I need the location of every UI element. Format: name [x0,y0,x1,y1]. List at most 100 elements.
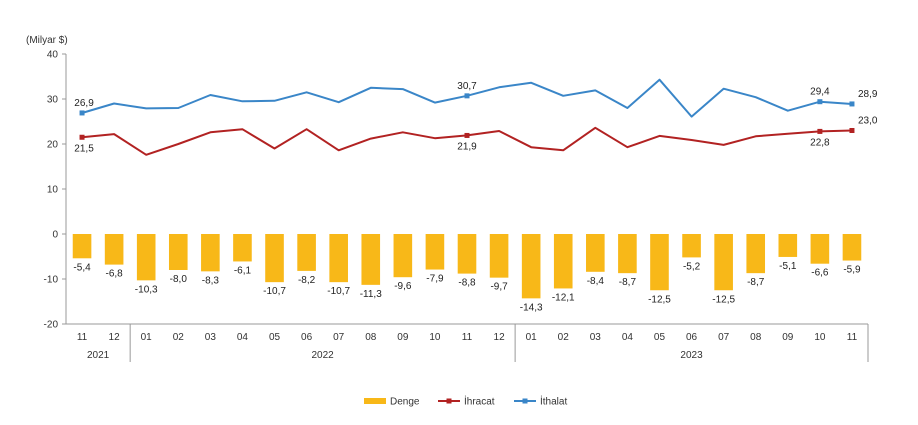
point-label-ihracat: 21,9 [457,141,477,152]
month-tick-label: 02 [558,332,570,343]
month-tick-label: 09 [397,332,409,343]
bar-denge [457,234,477,274]
bar-denge [233,234,252,262]
y-tick-label: 10 [47,185,59,196]
month-tick-label: 12 [494,332,506,343]
month-tick-label: 10 [814,332,826,343]
bar-data-label: -8,2 [298,275,316,286]
bar-data-label: -12,1 [552,292,575,303]
bar-data-label: -9,6 [394,281,412,292]
point-marker-ithalat [79,110,85,116]
bar-denge [521,234,541,299]
bar-denge [104,234,124,265]
month-tick-label: 01 [141,332,153,343]
month-tick-label: 04 [237,332,249,343]
bar-data-label: -5,4 [73,262,91,273]
month-tick-label: 09 [782,332,794,343]
point-label-ithalat: 30,7 [457,81,477,92]
bar-data-label: -10,7 [327,286,350,297]
bar-data-label: -11,3 [360,289,382,300]
legend-label: İhracat [464,395,495,408]
bar-data-label: -7,9 [426,274,444,285]
bar-data-label: -6,1 [234,265,252,276]
bar-denge [746,234,766,274]
bar-denge [778,234,798,257]
bar-data-label: -8,7 [747,277,765,288]
bar-data-label: -5,9 [843,265,861,276]
point-label-ithalat: 29,4 [810,87,830,98]
bar-data-label: -6,6 [811,268,829,279]
legend-label: İthalat [540,395,567,408]
point-label-ihracat: 23,0 [858,116,878,127]
year-label: 2023 [680,350,703,361]
legend-swatch-marker [446,398,452,404]
bar-denge [361,234,381,285]
bar-data-label: -8,8 [458,278,476,289]
y-tick-label: -20 [44,320,59,331]
legend: Denge İhracat İthalat [364,395,567,408]
year-label: 2022 [312,350,335,361]
bar-data-label: -5,1 [779,261,797,272]
month-tick-label: 05 [654,332,666,343]
y-tick-label: 0 [52,230,58,241]
bar-denge [265,234,284,283]
bar-data-label: -8,3 [202,275,220,286]
month-tick-label: 07 [333,332,345,343]
bar-denge [136,234,156,281]
year-label: 2021 [87,350,110,361]
point-marker-ithalat [849,101,855,107]
bar-denge [842,234,862,261]
bar-data-label: -8,7 [619,277,637,288]
legend-swatch-denge [364,398,386,404]
y-tick-label: 20 [47,140,59,151]
month-tick-label: 04 [622,332,634,343]
axes: -20 -10 0 10 20 30 40 [44,50,67,331]
bar-denge [682,234,701,258]
y-tick-label: 40 [47,50,59,61]
point-label-ihracat: 21,5 [74,143,94,154]
month-tick-label: 05 [269,332,281,343]
line-series [79,78,855,156]
bar-denge [425,234,445,270]
month-tick-label: 01 [526,332,538,343]
month-tick-label: 11 [462,332,473,343]
bar-data-label: -9,7 [490,282,508,293]
bar-data-label: -10,3 [135,284,158,295]
bar-denge [618,234,637,274]
month-tick-label: 03 [205,332,217,343]
point-label-ithalat: 28,9 [858,89,878,100]
bar-denge [329,234,348,283]
data-labels: -5,4-6,8-10,3-8,0 -8,3-6,1-10,7-8,2-10,7-… [73,81,877,314]
x-axis: 11 12 01 02 03 04 05 06 07 08 09 10 11 12 01 02 03 04 05 06… [66,323,869,362]
bar-data-label: -6,8 [106,269,124,280]
bar-denge [72,234,92,259]
month-tick-label: 08 [750,332,762,343]
bar-data-label: -14,3 [520,302,543,313]
legend-swatch-marker [522,398,528,404]
point-marker-ihracat [79,134,85,140]
month-tick-label: 06 [301,332,313,343]
bar-denge [489,234,509,278]
y-tick-label: 30 [47,95,59,106]
month-tick-label: 02 [173,332,185,343]
y-tick-label: -10 [44,275,59,286]
point-marker-ithalat [464,93,470,99]
month-tick-label: 11 [847,332,858,343]
bar-data-label: -10,7 [263,286,286,297]
bar-denge [714,234,733,291]
bar-denge [297,234,316,271]
point-marker-ihracat [817,128,823,134]
point-marker-ihracat [464,132,470,138]
month-tick-label: 11 [77,332,88,343]
unit-label: (Milyar $) [26,35,68,46]
legend-label: Denge [390,397,420,408]
bar-denge [810,234,830,264]
bar-data-label: -8,4 [587,276,605,287]
month-tick-label: 03 [590,332,602,343]
month-tick-label: 10 [429,332,441,343]
month-tick-label: 08 [365,332,377,343]
bar-denge [201,234,220,272]
bar-denge [168,234,188,270]
bar-denge [553,234,573,289]
month-tick-label: 07 [718,332,730,343]
